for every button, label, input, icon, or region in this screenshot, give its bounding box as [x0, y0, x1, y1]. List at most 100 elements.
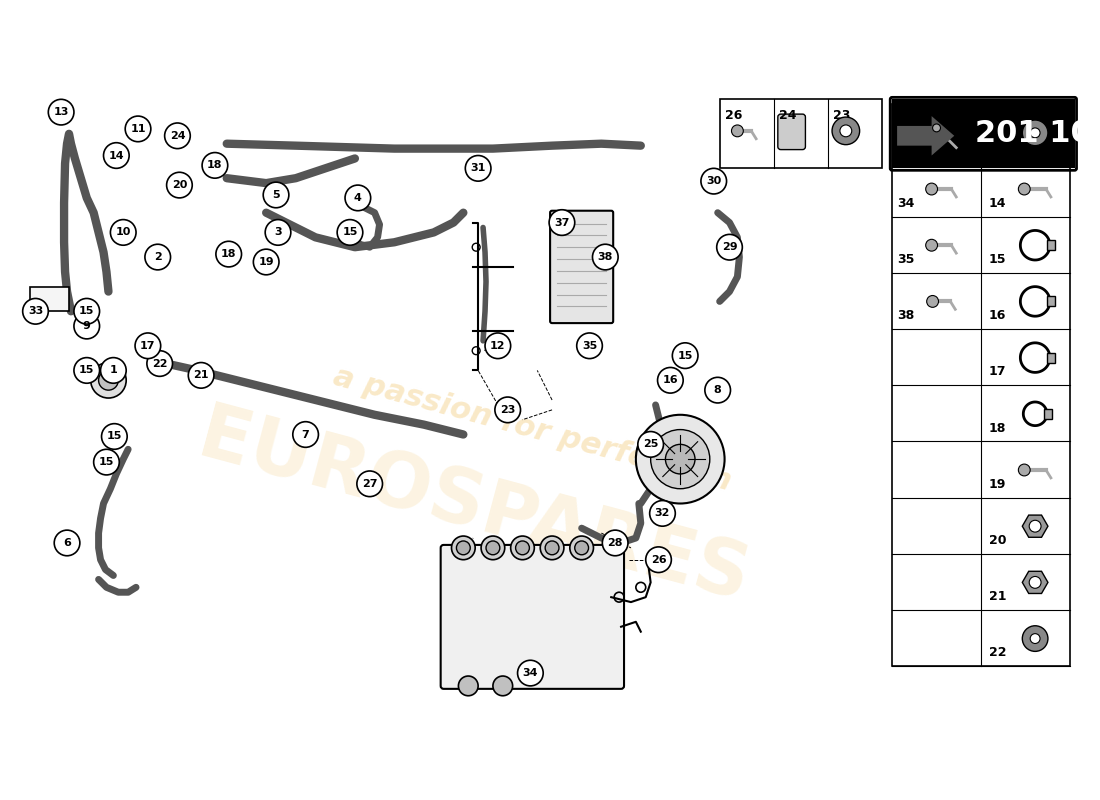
Text: 24: 24 — [779, 109, 796, 122]
Text: 1: 1 — [110, 366, 118, 375]
Circle shape — [23, 298, 48, 324]
FancyBboxPatch shape — [778, 114, 805, 150]
Text: 23: 23 — [500, 405, 516, 415]
Text: 16: 16 — [989, 309, 1006, 322]
Bar — [1047, 353, 1055, 362]
Text: 21: 21 — [194, 370, 209, 380]
Circle shape — [926, 239, 937, 251]
Circle shape — [701, 168, 727, 194]
Circle shape — [90, 362, 126, 398]
FancyBboxPatch shape — [550, 210, 613, 323]
Text: 24: 24 — [169, 130, 185, 141]
FancyBboxPatch shape — [441, 545, 624, 689]
Text: 13: 13 — [989, 141, 1006, 154]
Circle shape — [74, 358, 100, 383]
Bar — [30, 286, 69, 311]
Circle shape — [48, 99, 74, 125]
Circle shape — [1031, 634, 1041, 643]
Text: 15: 15 — [79, 306, 95, 316]
Polygon shape — [1022, 515, 1048, 538]
Bar — [1047, 240, 1055, 250]
Circle shape — [54, 530, 80, 556]
Circle shape — [74, 298, 100, 324]
Text: 38: 38 — [898, 309, 914, 322]
Text: 12: 12 — [491, 341, 506, 350]
Text: 3: 3 — [274, 227, 282, 238]
Circle shape — [94, 450, 119, 475]
Circle shape — [570, 536, 594, 560]
Text: 20: 20 — [989, 534, 1006, 547]
Circle shape — [293, 422, 318, 447]
Circle shape — [732, 125, 744, 137]
Text: 38: 38 — [597, 252, 613, 262]
Text: EUROSPARES: EUROSPARES — [189, 399, 757, 618]
Circle shape — [1031, 128, 1041, 138]
Circle shape — [188, 362, 213, 388]
Text: 21: 21 — [989, 590, 1006, 603]
Circle shape — [576, 333, 603, 358]
Circle shape — [540, 536, 564, 560]
Text: 23: 23 — [833, 109, 850, 122]
Text: 201 10: 201 10 — [975, 119, 1091, 148]
Text: 15: 15 — [989, 253, 1006, 266]
Circle shape — [516, 541, 529, 554]
Circle shape — [603, 530, 628, 556]
Circle shape — [636, 414, 725, 503]
Text: 25: 25 — [644, 439, 658, 450]
Circle shape — [1019, 183, 1031, 195]
Text: 17: 17 — [989, 366, 1006, 378]
Polygon shape — [898, 116, 955, 155]
Circle shape — [593, 244, 618, 270]
Circle shape — [253, 249, 279, 274]
Text: 14: 14 — [989, 197, 1006, 210]
Circle shape — [459, 676, 478, 696]
Circle shape — [650, 501, 675, 526]
Circle shape — [546, 541, 559, 554]
Text: 10: 10 — [116, 227, 131, 238]
Text: 16: 16 — [662, 375, 679, 386]
Circle shape — [135, 333, 161, 358]
Circle shape — [832, 117, 859, 145]
Circle shape — [926, 183, 937, 195]
Text: 14: 14 — [109, 150, 124, 161]
Circle shape — [646, 547, 671, 573]
Circle shape — [495, 397, 520, 422]
Text: 28: 28 — [607, 538, 623, 548]
Text: 27: 27 — [362, 478, 377, 489]
Circle shape — [717, 234, 743, 260]
Circle shape — [1030, 520, 1041, 532]
Text: 2: 2 — [154, 252, 162, 262]
Text: 18: 18 — [221, 249, 236, 259]
Text: 37: 37 — [554, 218, 570, 227]
Circle shape — [840, 125, 851, 137]
Circle shape — [465, 155, 491, 181]
Text: 15: 15 — [79, 366, 95, 375]
Text: 7: 7 — [301, 430, 309, 439]
Text: 5: 5 — [272, 190, 279, 200]
Polygon shape — [1022, 571, 1048, 594]
Text: 32: 32 — [654, 508, 670, 518]
Circle shape — [101, 424, 128, 450]
Circle shape — [638, 431, 663, 457]
Circle shape — [705, 378, 730, 403]
Text: 9: 9 — [82, 321, 90, 331]
Text: 26: 26 — [651, 554, 667, 565]
Text: 26: 26 — [725, 109, 742, 122]
Text: 15: 15 — [99, 457, 114, 467]
Text: 35: 35 — [582, 341, 597, 350]
Circle shape — [1022, 626, 1048, 651]
Circle shape — [549, 210, 574, 235]
Circle shape — [216, 242, 242, 267]
Circle shape — [125, 116, 151, 142]
Circle shape — [1019, 464, 1031, 476]
Circle shape — [485, 333, 510, 358]
Circle shape — [456, 541, 470, 554]
Text: 4: 4 — [354, 193, 362, 203]
Text: 34: 34 — [522, 668, 538, 678]
Text: 33: 33 — [28, 306, 43, 316]
Text: 18: 18 — [989, 422, 1006, 434]
Bar — [892, 104, 1069, 666]
Circle shape — [99, 370, 119, 390]
Circle shape — [574, 541, 589, 554]
Circle shape — [926, 295, 938, 307]
